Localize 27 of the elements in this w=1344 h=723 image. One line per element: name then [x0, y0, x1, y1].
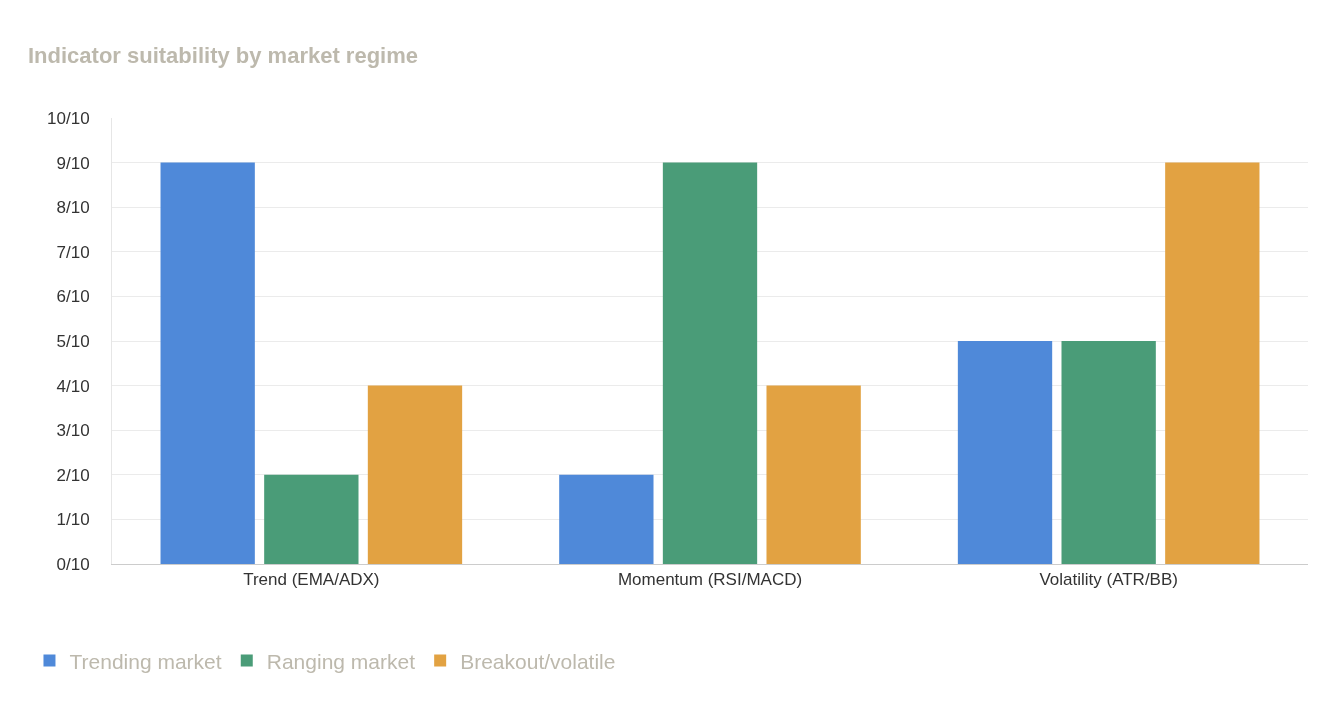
- y-tick-label: 2/10: [56, 465, 90, 485]
- chart-title: Indicator suitability by market regime: [28, 42, 419, 68]
- x-tick-label: Trend (EMA/ADX): [243, 570, 380, 590]
- y-tick-label: 1/10: [56, 510, 90, 530]
- bar: [1165, 162, 1260, 564]
- x-tick-label: Volatility (ATR/BB): [1039, 570, 1178, 590]
- y-tick-label: 9/10: [56, 153, 90, 173]
- y-tick-label: 0/10: [56, 554, 90, 574]
- y-tick-label: 8/10: [56, 198, 90, 218]
- x-tick-label: Momentum (RSI/MACD): [617, 570, 803, 590]
- bar: [264, 474, 359, 564]
- y-tick-label: 3/10: [56, 421, 90, 441]
- bar: [957, 341, 1053, 564]
- bar: [766, 385, 861, 564]
- legend-label: Trending market: [69, 649, 222, 673]
- bar: [1061, 341, 1156, 564]
- y-tick-label: 6/10: [56, 287, 90, 307]
- y-tick-label: 4/10: [56, 376, 90, 396]
- legend-label: Breakout/volatile: [460, 649, 616, 673]
- bar: [662, 162, 758, 564]
- y-tick-label: 5/10: [56, 331, 90, 351]
- bar: [367, 385, 463, 564]
- bar: [559, 474, 654, 564]
- y-tick-label: 7/10: [56, 242, 90, 262]
- y-tick-label: 10/10: [47, 108, 90, 128]
- legend-label: Ranging market: [266, 649, 416, 673]
- bar: [160, 162, 255, 564]
